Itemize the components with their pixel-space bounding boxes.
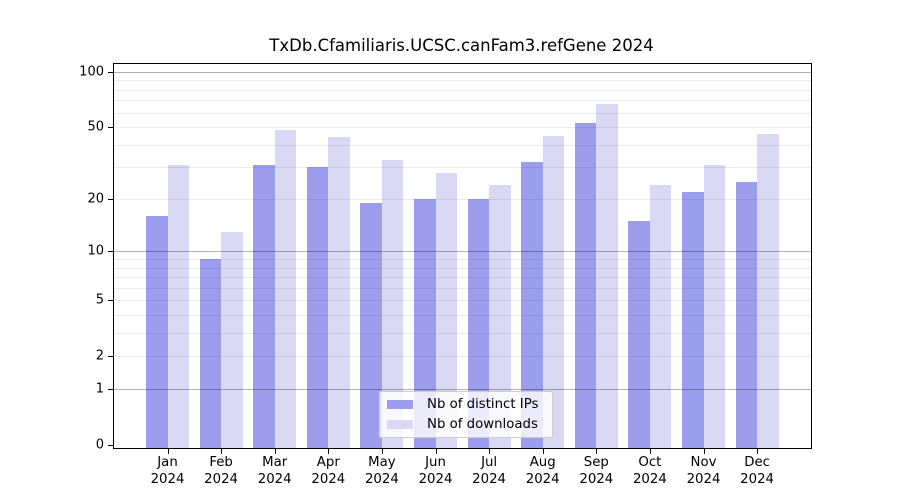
- bar-distinct-ips-sep: [574, 122, 597, 448]
- y-tick-label-2: 2: [95, 348, 104, 364]
- gridline-10: [114, 251, 811, 253]
- y-tick-2: [108, 356, 113, 358]
- gridline-9: [114, 259, 811, 261]
- x-tick-label-sep: Sep 2024: [579, 455, 614, 487]
- bar-distinct-ips-may: [360, 202, 382, 448]
- gridline-80: [114, 89, 811, 91]
- x-tick-sep: [596, 449, 598, 454]
- x-tick-feb: [221, 449, 223, 454]
- y-tick-50: [108, 127, 113, 129]
- distinct-ips-swatch: [387, 400, 413, 409]
- x-tick-label-aug: Aug 2024: [525, 455, 560, 487]
- bar-distinct-ips-jul: [467, 198, 490, 448]
- x-tick-label-nov: Nov 2024: [686, 455, 721, 487]
- gridline-8: [114, 267, 811, 269]
- x-tick-jul: [489, 449, 491, 454]
- x-tick-label-feb: Feb 2024: [204, 455, 239, 487]
- x-tick-label-mar: Mar 2024: [257, 455, 292, 487]
- chart-legend: Nb of distinct IPs Nb of downloads: [379, 391, 553, 438]
- y-tick-10: [108, 251, 113, 253]
- x-tick-oct: [649, 449, 651, 454]
- bar-downloads-mar: [274, 130, 297, 448]
- x-tick-dec: [757, 449, 759, 454]
- bar-distinct-ips-jan: [146, 216, 168, 448]
- x-tick-mar: [274, 449, 276, 454]
- gridline-90: [114, 80, 811, 82]
- x-tick-aug: [542, 449, 544, 454]
- x-tick-label-jun: Jun 2024: [418, 455, 453, 487]
- x-tick-label-apr: Apr 2024: [311, 455, 346, 487]
- x-tick-label-jan: Jan 2024: [150, 455, 185, 487]
- gridline-3: [114, 333, 811, 335]
- bar-downloads-dec: [757, 133, 779, 448]
- x-tick-label-oct: Oct 2024: [632, 455, 667, 487]
- gridline-20: [114, 198, 811, 200]
- y-tick-1: [108, 389, 113, 391]
- bar-distinct-ips-nov: [682, 191, 704, 448]
- y-tick-label-0: 0: [95, 437, 104, 453]
- x-tick-may: [381, 449, 383, 454]
- x-tick-label-may: May 2024: [364, 455, 399, 487]
- legend-label-downloads: Nb of downloads: [427, 416, 538, 432]
- bar-downloads-jun: [435, 172, 457, 448]
- bar-downloads-sep: [596, 103, 618, 448]
- y-tick-0: [108, 445, 113, 447]
- bar-distinct-ips-dec: [735, 181, 758, 448]
- x-tick-nov: [703, 449, 705, 454]
- bar-downloads-oct: [649, 184, 672, 448]
- gridline-7: [114, 277, 811, 279]
- y-tick-label-50: 50: [87, 119, 104, 135]
- bar-downloads-jan: [167, 164, 189, 448]
- bar-distinct-ips-feb: [199, 259, 222, 448]
- x-tick-label-dec: Dec 2024: [740, 455, 775, 487]
- gridline-50: [114, 127, 811, 129]
- gridline-2: [114, 356, 811, 358]
- gridline-5: [114, 300, 811, 302]
- legend-item-distinct-ips: Nb of distinct IPs: [387, 395, 552, 415]
- gridline-70: [114, 100, 811, 102]
- y-tick-100: [108, 71, 113, 73]
- x-tick-jun: [435, 449, 437, 454]
- chart-title: TxDb.Cfamiliaris.UCSC.canFam3.refGene 20…: [269, 36, 654, 55]
- downloads-swatch: [387, 420, 413, 429]
- bar-distinct-ips-jun: [414, 198, 436, 448]
- x-tick-label-jul: Jul 2024: [472, 455, 507, 487]
- bar-distinct-ips-aug: [521, 162, 543, 448]
- bar-distinct-ips-apr: [306, 167, 329, 448]
- y-tick-label-1: 1: [95, 381, 104, 397]
- bar-downloads-feb: [221, 231, 243, 448]
- bar-distinct-ips-oct: [628, 220, 650, 448]
- bar-downloads-may: [381, 160, 404, 448]
- bar-downloads-aug: [542, 135, 565, 448]
- y-tick-label-100: 100: [79, 64, 104, 80]
- y-tick-5: [108, 300, 113, 302]
- plot-area: 100 50 20 10 5 2 1 0 Jan 2024 Feb 2024 Mar 2024 Apr…: [79, 63, 812, 487]
- bar-distinct-ips-mar: [253, 164, 275, 448]
- bar-downloads-nov: [703, 164, 725, 448]
- gridline-40: [114, 144, 811, 146]
- gridline-1: [114, 389, 811, 391]
- y-tick-label-5: 5: [95, 292, 104, 308]
- x-tick-jan: [167, 449, 169, 454]
- legend-item-downloads: Nb of downloads: [387, 415, 552, 435]
- bar-downloads-apr: [328, 137, 350, 448]
- x-tick-apr: [328, 449, 330, 454]
- y-tick-20: [108, 198, 113, 200]
- y-tick-label-10: 10: [87, 243, 104, 259]
- y-tick-label-20: 20: [87, 191, 104, 207]
- gridline-30: [114, 167, 811, 169]
- bar-downloads-jul: [489, 184, 511, 448]
- gridline-60: [114, 112, 811, 114]
- gridline-4: [114, 315, 811, 317]
- legend-label-distinct-ips: Nb of distinct IPs: [427, 396, 539, 412]
- gridline-100: [114, 71, 811, 73]
- gridline-6: [114, 287, 811, 289]
